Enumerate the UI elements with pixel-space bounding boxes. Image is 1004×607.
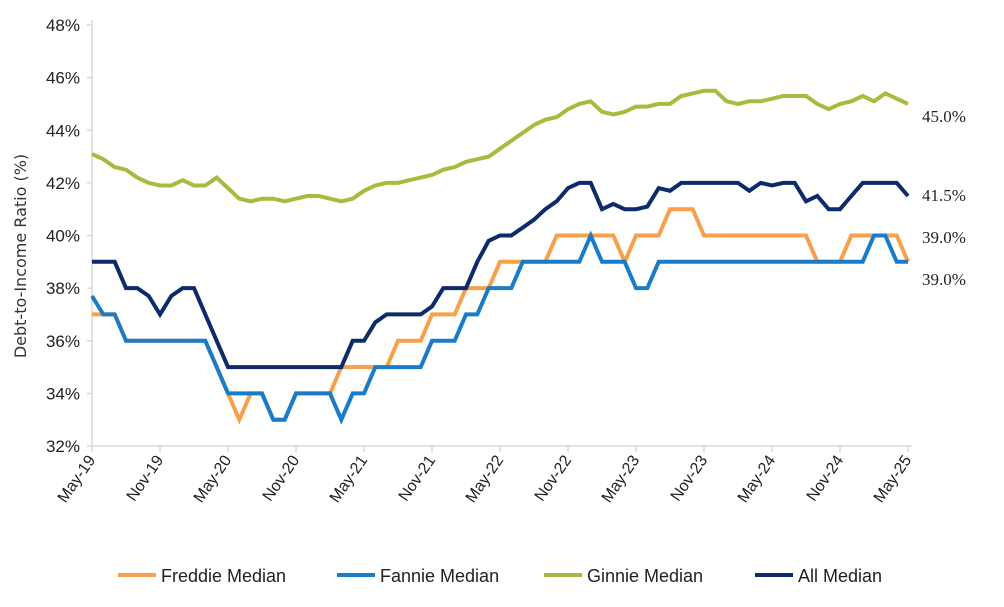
- series-line-ginnie-median: [91, 88, 909, 204]
- end-label-fannie-median: 39.0%: [922, 270, 966, 289]
- x-tick-label: Nov-22: [532, 452, 576, 504]
- y-tick-label: 48%: [46, 16, 80, 35]
- y-tick-label: 44%: [46, 121, 80, 140]
- x-tick-label: Nov-24: [804, 452, 848, 504]
- end-label-freddie-median: 39.0%: [922, 228, 966, 247]
- y-tick-label: 42%: [46, 174, 80, 193]
- x-tick-label: Nov-23: [668, 452, 712, 504]
- x-tick-label: May-25: [871, 452, 916, 506]
- series-lines: [90, 88, 910, 425]
- legend-label: All Median: [798, 566, 882, 586]
- end-label-all-median: 41.5%: [922, 186, 966, 205]
- legend: Freddie Median Fannie Median Ginnie Median…: [118, 566, 882, 586]
- end-label-ginnie-median: 45.0%: [922, 107, 966, 126]
- x-tick-label: May-22: [463, 452, 508, 506]
- x-tick-label: Nov-20: [260, 452, 304, 504]
- x-tick-label: May-19: [55, 452, 100, 506]
- legend-label: Fannie Median: [380, 566, 499, 586]
- series-line-all-median: [92, 180, 910, 370]
- y-tick-label: 40%: [46, 227, 80, 246]
- x-tick-label: Nov-21: [396, 452, 440, 504]
- x-tick-label: May-23: [599, 452, 644, 506]
- axes: [91, 20, 912, 447]
- x-tick-label: May-20: [191, 452, 236, 506]
- y-tick-label: 32%: [46, 437, 80, 456]
- y-tick-label: 36%: [46, 332, 80, 351]
- y-ticks: 32% 34% 36% 38% 40% 42% 44% 46% 48%: [46, 16, 92, 456]
- legend-label: Freddie Median: [161, 566, 286, 586]
- y-tick-label: 34%: [46, 384, 80, 403]
- series-line-freddie-median: [92, 207, 910, 425]
- x-ticks: May-19 Nov-19 May-20 Nov-20 May-21 Nov-21 May-…: [55, 446, 916, 506]
- y-axis-title: Debt-to-Income Ratio (%): [11, 154, 30, 358]
- legend-label: Ginnie Median: [587, 566, 703, 586]
- y-tick-label: 38%: [46, 279, 80, 298]
- end-labels: 45.0% 41.5% 39.0% 39.0%: [922, 107, 966, 289]
- x-tick-label: May-24: [735, 452, 780, 506]
- x-tick-label: Nov-19: [124, 452, 168, 504]
- y-tick-label: 46%: [46, 69, 80, 88]
- series-line-fannie-median: [90, 230, 908, 425]
- x-tick-label: May-21: [327, 452, 372, 506]
